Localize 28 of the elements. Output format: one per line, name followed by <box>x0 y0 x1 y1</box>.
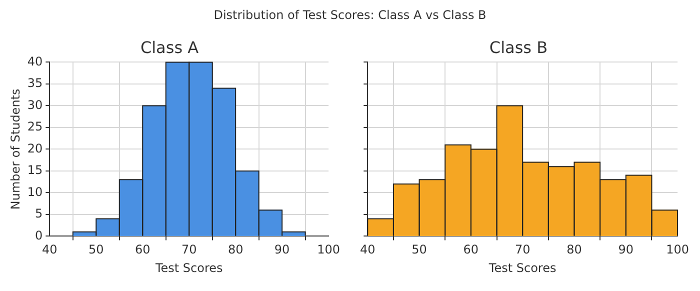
x-tick-label: 60 <box>463 242 479 257</box>
y-tick-label: 10 <box>27 184 43 199</box>
x-tick-label: 90 <box>618 242 634 257</box>
chart-title: Class B <box>489 38 548 57</box>
x-tick-label: 40 <box>360 242 376 257</box>
x-tick-label: 100 <box>317 242 340 257</box>
x-tick-label: 80 <box>228 242 244 257</box>
x-tick-label: 90 <box>274 242 290 257</box>
x-tick-label: 50 <box>412 242 427 257</box>
y-tick-label: 15 <box>27 163 43 178</box>
x-tick-label: 100 <box>666 242 689 257</box>
x-axis-title: Test Scores <box>154 260 223 275</box>
y-axis-title: Number of Students <box>8 88 22 210</box>
x-tick-label: 70 <box>181 242 197 257</box>
y-tick-label: 5 <box>35 206 43 221</box>
x-tick-label: 60 <box>134 242 150 257</box>
y-tick-label: 25 <box>27 120 43 134</box>
chart-title: Class A <box>140 38 199 57</box>
x-tick-label: 50 <box>88 242 104 257</box>
y-tick-label: 40 <box>27 54 43 68</box>
text: Distribution of Test Scores: Class A vs Class B <box>212 8 488 23</box>
y-tick-label: 30 <box>27 98 43 112</box>
x-tick-label: 70 <box>514 242 530 257</box>
x-axis-title: Test Scores <box>488 260 556 275</box>
y-tick-label: 20 <box>27 141 43 156</box>
y-tick-label: 0 <box>35 228 43 242</box>
y-tick-label: 35 <box>27 76 43 90</box>
x-tick-label: 80 <box>566 242 582 257</box>
